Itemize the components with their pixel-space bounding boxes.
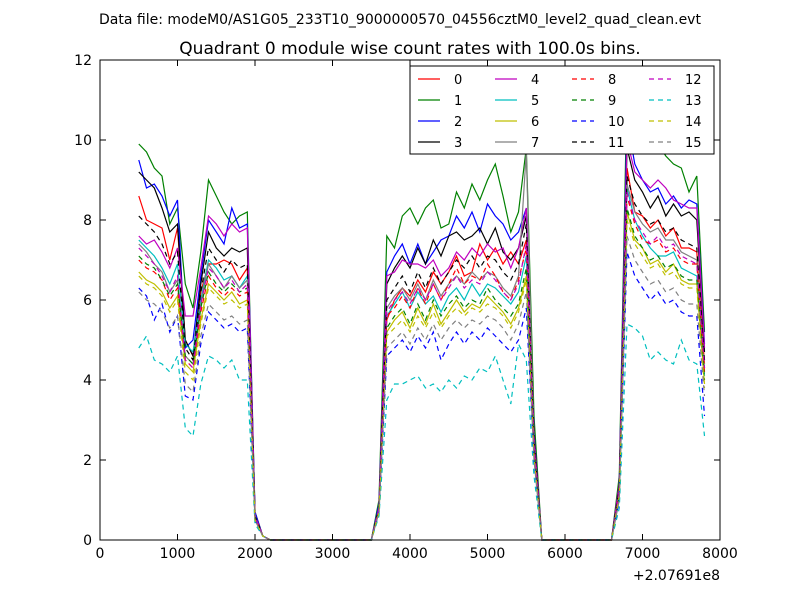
legend-label-7: 7 [531,136,539,151]
legend-label-9: 9 [608,94,616,109]
legend-label-4: 4 [531,73,539,88]
legend-label-0: 0 [454,73,462,88]
y-tick-label: 8 [83,213,92,229]
legend-label-8: 8 [608,73,616,88]
legend-label-1: 1 [454,94,462,109]
y-tick-label: 4 [83,373,92,389]
x-tick-label: 2000 [237,546,273,562]
x-tick-label: 5000 [470,546,506,562]
legend-label-10: 10 [608,115,625,130]
legend-label-15: 15 [685,136,702,151]
legend-label-13: 13 [685,94,702,109]
legend-box [409,65,715,155]
legend-label-14: 14 [685,115,702,130]
legend-label-6: 6 [531,115,539,130]
x-tick-label: 6000 [547,546,583,562]
series-line-8 [138,195,706,541]
x-tick-label: 3000 [315,546,351,562]
legend-label-11: 11 [608,136,625,151]
x-tick-label: 8000 [702,546,738,562]
suptitle: Data file: modeM0/AS1G05_233T10_90000005… [99,12,701,28]
y-tick-label: 6 [83,293,92,309]
legend-label-5: 5 [531,94,539,109]
y-tick-label: 2 [83,453,92,469]
x-offset-label: +2.07691e8 [633,568,720,584]
legend-label-2: 2 [454,115,462,130]
x-tick-label: 4000 [392,546,428,562]
y-tick-label: 12 [74,53,92,69]
x-tick-label: 0 [96,546,105,562]
axes-layer: 0 1000 2000 3000 4000 5000 6000 7000 80000246810… [74,53,738,562]
y-tick-label: 10 [74,133,92,149]
y-tick-label: 0 [83,533,92,549]
x-tick-label: 1000 [160,546,196,562]
x-tick-label: 7000 [625,546,661,562]
chart-title: Quadrant 0 module wise count rates with … [179,39,640,59]
legend-label-12: 12 [685,73,702,88]
series-line-9 [138,207,706,541]
legend-label-3: 3 [454,136,462,151]
